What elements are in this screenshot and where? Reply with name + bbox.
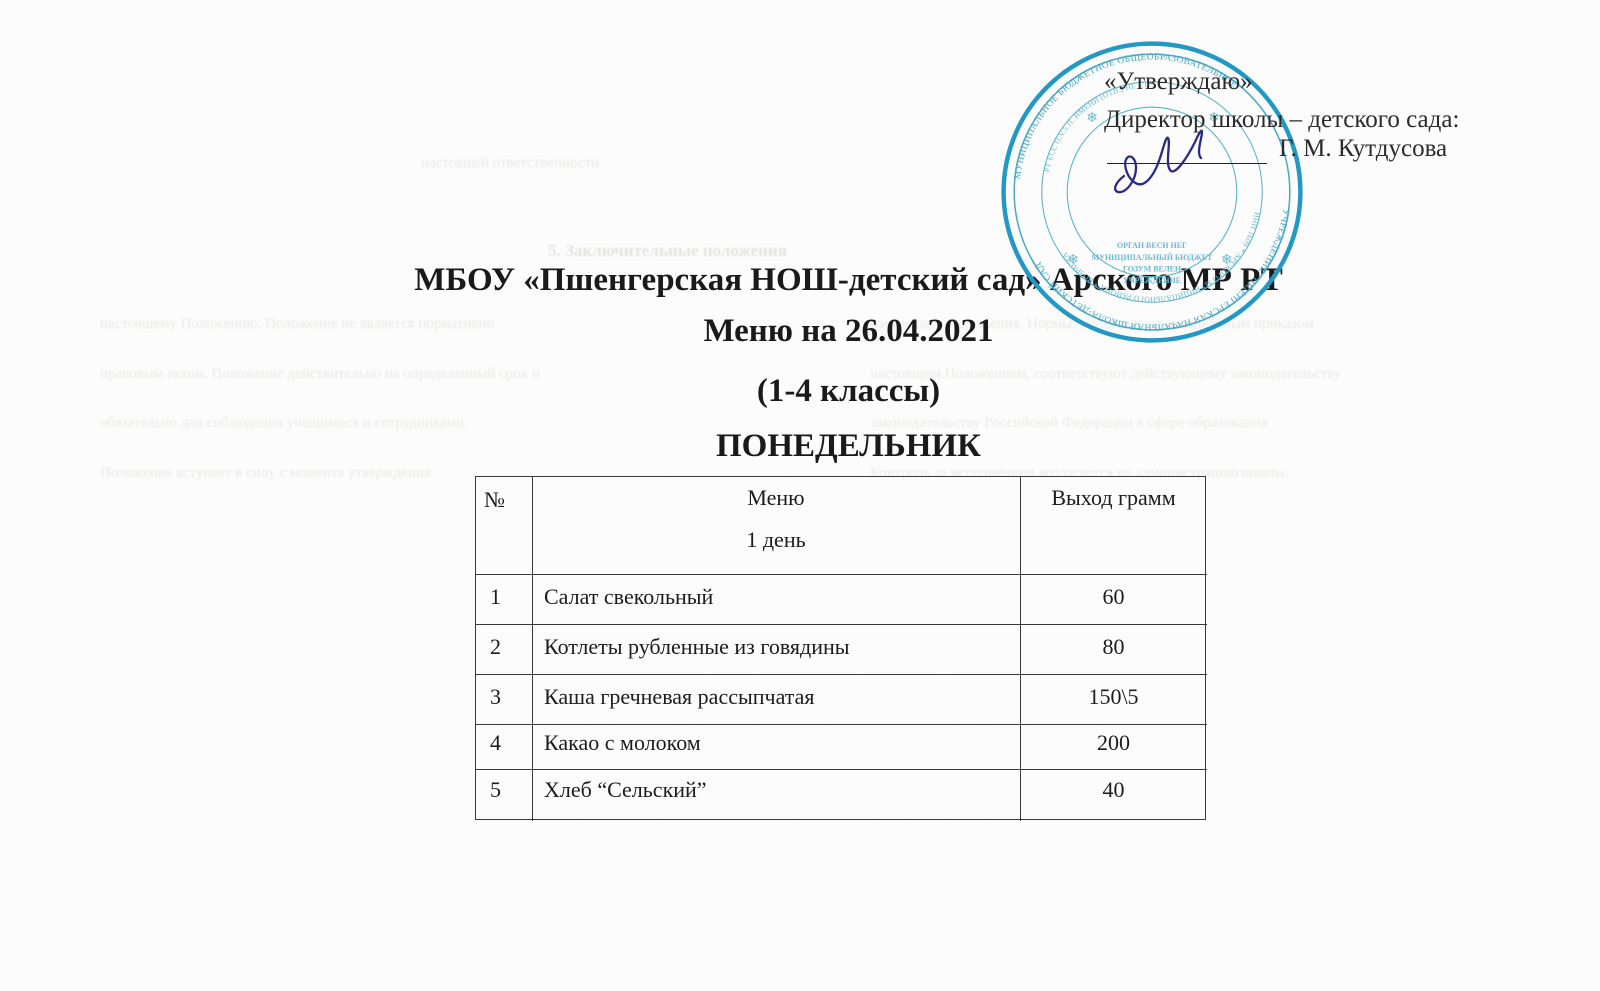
- svg-text:МУНИЦИПАЛЬНЫЙ БЮДЖЕТ: МУНИЦИПАЛЬНЫЙ БЮДЖЕТ: [1092, 253, 1213, 262]
- svg-text:ОРГАН ВЕСН НЕГ: ОРГАН ВЕСН НЕГ: [1117, 241, 1187, 250]
- svg-text:ГОЗУМ ВЕЛЕН: ГОЗУМ ВЕЛЕН: [1123, 265, 1182, 274]
- svg-text:❄: ❄: [1221, 252, 1233, 267]
- svg-text:❄: ❄: [1086, 110, 1098, 125]
- svg-text:❄: ❄: [1067, 252, 1079, 267]
- svg-text:УЧРЕЖДЕНИЕ: УЧРЕЖДЕНИЕ: [1123, 276, 1181, 285]
